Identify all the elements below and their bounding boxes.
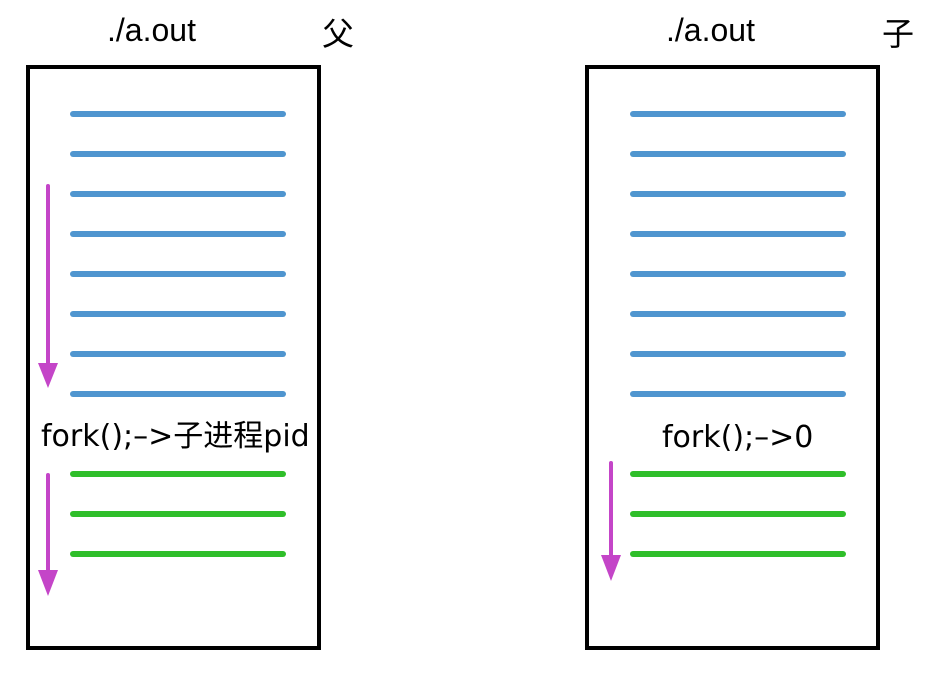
child-code-line (630, 351, 846, 357)
parent-after-fork-line (70, 471, 286, 477)
child-after-fork-line (630, 551, 846, 557)
parent-code-line (70, 231, 286, 237)
parent-after-fork-line (70, 511, 286, 517)
parent-role-label: 父 (322, 15, 355, 53)
child-code-line (630, 391, 846, 397)
child-code-line (630, 311, 846, 317)
child-code-line (630, 151, 846, 157)
child-execution-arrow-icon (601, 461, 621, 581)
parent-code-line (70, 351, 286, 357)
child-after-fork-line (630, 511, 846, 517)
child-code-line (630, 271, 846, 277)
child-role-label: 子 (882, 15, 915, 53)
child-code-line (630, 231, 846, 237)
parent-program-label: ./a.out (107, 12, 196, 48)
child-after-fork-line (630, 471, 846, 477)
parent-code-line (70, 391, 286, 397)
parent-code-line (70, 311, 286, 317)
parent-fork-call: fork();–>子进程pid (41, 419, 310, 454)
parent-code-line (70, 191, 286, 197)
parent-code-line (70, 271, 286, 277)
child-code-line (630, 191, 846, 197)
child-code-line (630, 111, 846, 117)
parent-execution-arrow-icon (38, 184, 58, 388)
parent-code-line (70, 111, 286, 117)
parent-code-line (70, 151, 286, 157)
parent-execution-arrow-icon (38, 473, 58, 596)
child-program-label: ./a.out (666, 12, 755, 48)
child-fork-call: fork();–>0 (662, 420, 814, 455)
parent-after-fork-line (70, 551, 286, 557)
